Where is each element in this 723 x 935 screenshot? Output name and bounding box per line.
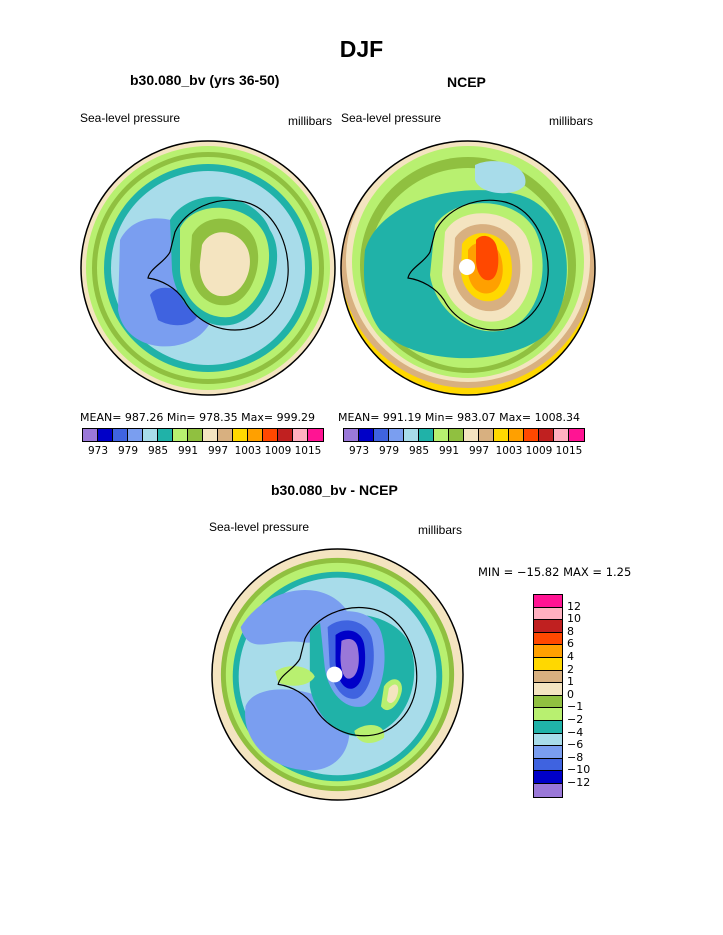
colorbar-swatch [494, 429, 509, 441]
colorbar-tick-label: 997 [468, 445, 490, 457]
colorbar-swatch [534, 783, 562, 797]
colorbar-tick-label: 8 [567, 624, 574, 638]
colorbar-swatch [539, 429, 554, 441]
colorbar-swatch [554, 429, 569, 441]
colorbar-tick-label: 979 [117, 445, 139, 457]
model-units-label: millibars [288, 114, 333, 128]
colorbar-swatch [534, 670, 562, 684]
colorbar-swatch [263, 429, 278, 441]
colorbar-tick-label: 973 [348, 445, 370, 457]
colorbar-swatch [173, 429, 188, 441]
colorbar-swatch [98, 429, 113, 441]
colorbar-swatch [534, 746, 562, 759]
colorbar-swatch [158, 429, 173, 441]
colorbar-swatch [404, 429, 419, 441]
diff-panel-title: b30.080_bv - NCEP [271, 482, 398, 498]
colorbar-tick-label: 1009 [264, 445, 292, 457]
colorbar-tick-label: −2 [567, 713, 584, 726]
colorbar-swatch [419, 429, 434, 441]
colorbar-swatch [534, 607, 562, 621]
colorbar-swatch [434, 429, 449, 441]
colorbar-tick-label: 985 [408, 445, 430, 457]
colorbar-swatch [534, 595, 562, 608]
colorbar-tick-label: 1015 [294, 445, 322, 457]
obs-left-label: Sea-level pressure [341, 111, 442, 125]
colorbar-swatch [449, 429, 464, 441]
diff-polar-map [211, 548, 464, 801]
obs-stats: MEAN= 991.19 Min= 983.07 Max= 1008.34 [338, 411, 581, 424]
colorbar-swatch [278, 429, 293, 441]
colorbar-swatch [359, 429, 374, 441]
colorbar-tick-label: 979 [378, 445, 400, 457]
colorbar-swatch [113, 429, 128, 441]
colorbar-swatch [509, 429, 524, 441]
colorbar-swatch [479, 429, 494, 441]
colorbar-tick-label: 6 [567, 637, 574, 651]
main-title: DJF [339, 36, 384, 62]
diff-units-label: millibars [418, 523, 463, 537]
model-stats: MEAN= 987.26 Min= 978.35 Max= 999.29 [80, 411, 316, 424]
colorbar-tick-label: 12 [567, 599, 581, 613]
colorbar-swatch [534, 620, 562, 633]
colorbar-tick-label: −8 [567, 750, 584, 764]
model-panel-title: b30.080_bv (yrs 36-50) [130, 72, 280, 88]
colorbar-swatch [188, 429, 203, 441]
colorbar-swatch [534, 733, 562, 747]
diff-left-label: Sea-level pressure [209, 520, 310, 534]
colorbar-tick-label: 1009 [525, 445, 553, 457]
obs-polar-map [340, 140, 596, 396]
colorbar-swatch [534, 771, 562, 784]
colorbar-swatch [83, 429, 98, 441]
colorbar-tick-label: 1003 [495, 445, 523, 457]
obs-units-label: millibars [549, 114, 594, 128]
colorbar-tick-label: 1003 [234, 445, 262, 457]
colorbar-tick-label: −4 [567, 725, 584, 739]
colorbar-swatch [534, 645, 562, 658]
colorbar-swatch [293, 429, 308, 441]
colorbar-tick-label: −12 [567, 776, 591, 789]
colorbar-tick-label: 2 [567, 662, 574, 676]
colorbar-swatch [534, 720, 562, 734]
colorbar-swatch [233, 429, 248, 441]
colorbar-swatch [534, 758, 562, 772]
colorbar-tick-label: 985 [147, 445, 169, 457]
colorbar-tick-label: 973 [87, 445, 109, 457]
colorbar-swatch [524, 429, 539, 441]
colorbar-swatch [203, 429, 218, 441]
colorbar-tick-label: −10 [567, 763, 591, 777]
obs-colorbar [343, 428, 585, 442]
colorbar-swatch [218, 429, 233, 441]
diff-stats: MIN = −15.82 MAX = 1.25 [478, 565, 632, 579]
model-left-label: Sea-level pressure [80, 111, 181, 125]
colorbar-swatch [308, 429, 323, 441]
obs-panel-title: NCEP [447, 74, 486, 90]
colorbar-swatch [534, 683, 562, 696]
colorbar-tick-label: −1 [567, 700, 584, 714]
colorbar-tick-label: 997 [207, 445, 229, 457]
colorbar-tick-label: 4 [567, 650, 574, 663]
colorbar-tick-label: 0 [567, 687, 574, 701]
colorbar-tick-label: 1015 [555, 445, 583, 457]
colorbar-tick-label: 1 [567, 675, 574, 689]
colorbar-swatch [534, 657, 562, 671]
colorbar-swatch [344, 429, 359, 441]
colorbar-swatch [143, 429, 158, 441]
colorbar-tick-label: 10 [567, 612, 581, 626]
colorbar-swatch [464, 429, 479, 441]
colorbar-tick-label: 991 [177, 445, 199, 457]
colorbar-tick-label: −6 [567, 738, 584, 752]
colorbar-tick-label: 991 [438, 445, 460, 457]
model-polar-map [80, 140, 336, 396]
colorbar-swatch [534, 632, 562, 646]
diff-colorbar [533, 594, 563, 798]
colorbar-swatch [248, 429, 263, 441]
colorbar-swatch [374, 429, 389, 441]
colorbar-swatch [128, 429, 143, 441]
colorbar-swatch [534, 695, 562, 709]
model-colorbar [82, 428, 324, 442]
colorbar-swatch [569, 429, 584, 441]
colorbar-swatch [389, 429, 404, 441]
colorbar-swatch [534, 708, 562, 721]
